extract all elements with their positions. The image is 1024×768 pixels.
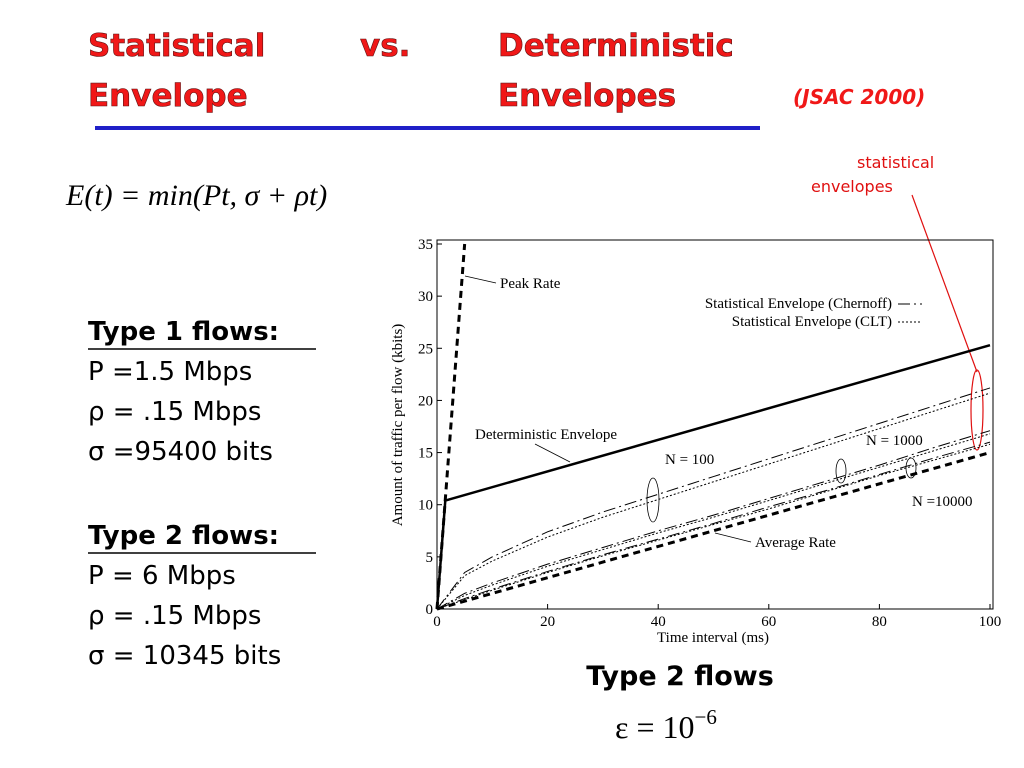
n-ellipse bbox=[646, 477, 660, 523]
x-tick-label: 0 bbox=[433, 614, 441, 630]
flow-param: P =1.5 Mbps bbox=[88, 357, 252, 387]
y-tick-label: 0 bbox=[426, 602, 434, 618]
callout-ellipse bbox=[970, 369, 984, 451]
plot-frame bbox=[436, 239, 994, 610]
y-tick-label: 35 bbox=[418, 237, 433, 253]
x-tick-label: 80 bbox=[872, 614, 887, 630]
title-word: Envelopes bbox=[498, 78, 676, 114]
line-label: Peak Rate bbox=[500, 276, 561, 292]
flow-param: P = 6 Mbps bbox=[88, 561, 236, 591]
flow-param: σ =95400 bits bbox=[88, 437, 273, 467]
x-tick-label: 60 bbox=[761, 614, 776, 630]
flow-header: Type 1 flows: bbox=[88, 317, 279, 347]
y-tick-label: 25 bbox=[418, 341, 433, 357]
statistical-envelope bbox=[436, 387, 991, 610]
y-axis-label: Amount of traffic per flow (kbits) bbox=[390, 324, 406, 527]
n-label: N = 100 bbox=[665, 452, 714, 468]
formula: E(t) = min(Pt, σ + ρt) bbox=[65, 179, 327, 212]
title-word: Statistical bbox=[88, 28, 265, 64]
flow-param: ρ = .15 Mbps bbox=[88, 397, 261, 427]
callout-line bbox=[911, 194, 978, 373]
y-tick-label: 15 bbox=[418, 446, 433, 462]
callout: envelopes bbox=[811, 177, 893, 196]
legend-label: Statistical Envelope (Chernoff) bbox=[705, 296, 892, 312]
x-tick-label: 20 bbox=[540, 614, 555, 630]
n-label: N =10000 bbox=[912, 494, 973, 510]
x-tick-label: 40 bbox=[651, 614, 666, 630]
title-word: Envelope bbox=[88, 78, 248, 114]
y-tick-label: 20 bbox=[418, 393, 433, 409]
label-arrow bbox=[534, 443, 571, 463]
label-arrow bbox=[464, 275, 497, 284]
statistical-envelope bbox=[436, 443, 991, 610]
epsilon-base: ε = 10 bbox=[615, 709, 694, 745]
epsilon: ε = 10−6 bbox=[615, 705, 717, 745]
title-word: vs. bbox=[360, 28, 410, 64]
n-ellipse bbox=[905, 457, 917, 479]
label-arrow bbox=[714, 532, 752, 543]
flow-header: Type 2 flows: bbox=[88, 521, 279, 551]
title-word: Deterministic bbox=[498, 28, 734, 64]
line-label: Deterministic Envelope bbox=[475, 427, 617, 443]
statistical-envelope bbox=[436, 392, 991, 610]
y-tick-label: 30 bbox=[418, 289, 433, 305]
line-label: Average Rate bbox=[755, 535, 836, 551]
n-ellipse bbox=[835, 458, 847, 484]
y-tick-label: 10 bbox=[418, 498, 433, 514]
x-tick-label: 100 bbox=[979, 614, 1002, 630]
n-label: N = 1000 bbox=[866, 433, 923, 449]
flow-param: σ = 10345 bits bbox=[88, 641, 281, 671]
epsilon-exponent: −6 bbox=[694, 705, 716, 729]
chart-caption: Type 2 flows bbox=[586, 661, 774, 692]
flow-param: ρ = .15 Mbps bbox=[88, 601, 261, 631]
legend-label: Statistical Envelope (CLT) bbox=[732, 314, 892, 330]
y-tick-label: 5 bbox=[426, 550, 434, 566]
x-axis-label: Time interval (ms) bbox=[657, 630, 769, 646]
callout: statistical bbox=[857, 153, 934, 172]
title-note: (JSAC 2000) bbox=[793, 85, 925, 109]
statistical-envelope bbox=[436, 441, 991, 610]
rate-line bbox=[435, 343, 991, 610]
